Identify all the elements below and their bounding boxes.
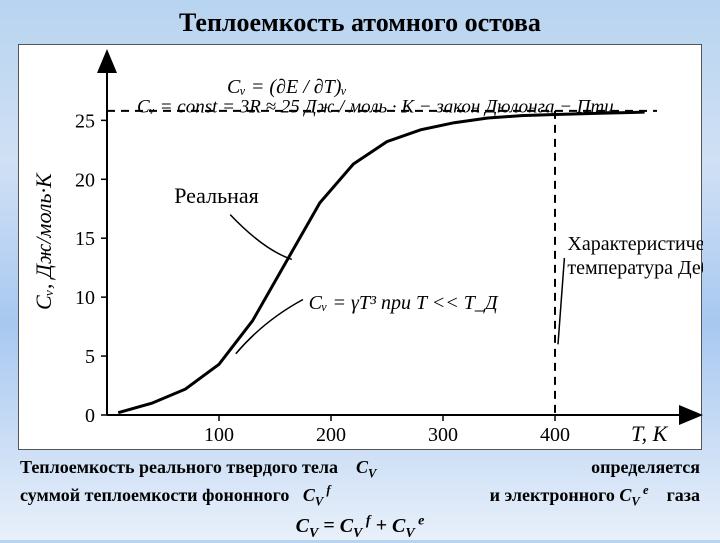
- svg-text:10: 10: [75, 287, 95, 309]
- svg-text:Cᵥ = (∂E / ∂T)ᵥ: Cᵥ = (∂E / ∂T)ᵥ: [227, 76, 347, 98]
- svg-text:300: 300: [428, 424, 458, 446]
- caption-l2a: суммой теплоемкости фононного: [20, 485, 289, 505]
- cvf-symbol: CV f: [303, 482, 331, 510]
- svg-text:20: 20: [75, 169, 95, 191]
- svg-text:Характеристическая: Характеристическая: [567, 233, 703, 255]
- page-title: Теплоемкость атомного остова: [0, 0, 720, 44]
- caption-l1a: Теплоемкость реального твердого тела: [20, 457, 338, 477]
- heat-capacity-chart: 100 200 300 400 0 5 10 15 20 25 T, К Cᵥ, Дж/моль·К C…: [19, 45, 703, 451]
- svg-text:Cᵥ, Дж/моль·К: Cᵥ, Дж/моль·К: [31, 172, 56, 310]
- svg-text:100: 100: [204, 424, 234, 446]
- caption-l1b: определяется: [591, 456, 700, 479]
- svg-text:15: 15: [75, 228, 95, 250]
- svg-text:400: 400: [540, 424, 570, 446]
- svg-text:5: 5: [85, 346, 95, 368]
- chart-panel: 100 200 300 400 0 5 10 15 20 25 T, К Cᵥ, Дж/моль·К C…: [18, 44, 702, 450]
- svg-text:Cᵥ = γT³ при T << T_Д: Cᵥ = γT³ при T << T_Д: [309, 292, 499, 314]
- caption-l2b: и электронного: [490, 485, 615, 505]
- svg-text:Реальная: Реальная: [174, 183, 259, 208]
- svg-text:T, К: T, К: [631, 421, 669, 446]
- bottom-caption: Теплоемкость реального твердого тела CV …: [20, 456, 700, 543]
- caption-l2c: газа: [667, 485, 700, 505]
- svg-text:25: 25: [75, 110, 95, 132]
- sum-formula: CV = CV f + CV e: [296, 512, 425, 543]
- svg-text:температура Дебая T_Д: температура Дебая T_Д: [567, 257, 703, 279]
- svg-text:Cᵥ = const = 3R ≈ 25 Дж / моль: Cᵥ = const = 3R ≈ 25 Дж / моль · К − зак…: [137, 97, 614, 118]
- svg-text:200: 200: [316, 424, 346, 446]
- cv-symbol: CV: [356, 456, 376, 482]
- cve-symbol: CV e: [619, 482, 648, 510]
- svg-text:0: 0: [85, 405, 95, 427]
